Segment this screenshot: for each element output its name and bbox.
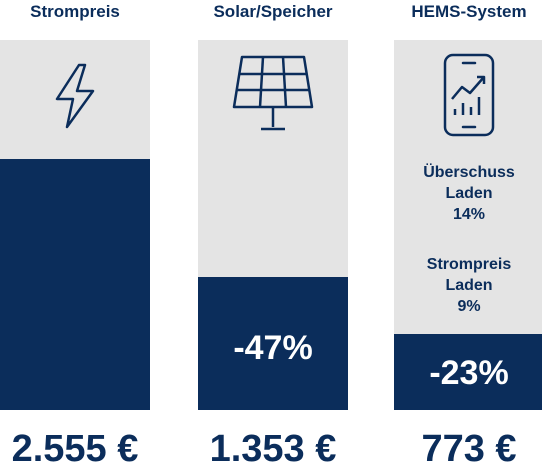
bar-background: -47%: [198, 40, 348, 410]
value-label: 773 €: [421, 428, 517, 470]
bar: -47%: [198, 277, 348, 410]
category-label: Strompreis: [30, 2, 120, 21]
note-line: Laden: [445, 277, 493, 294]
bar: -23%: [394, 334, 542, 410]
note-line: Laden: [445, 185, 493, 202]
note-line: Strompreis: [426, 256, 512, 273]
note-surplus: Überschuss Laden 14%: [394, 162, 542, 225]
category-label: HEMS-System: [411, 2, 527, 21]
bar-background: [0, 40, 150, 410]
category-label: Solar/Speicher: [213, 2, 333, 21]
solar-panel-icon: [198, 46, 348, 146]
bar-background: Überschuss Laden 14% Strompreis Laden 9%…: [394, 40, 542, 410]
reduction-label: -23%: [429, 354, 509, 392]
bar: [0, 159, 150, 410]
value-label: 2.555 €: [11, 428, 139, 470]
reduction-label: -47%: [233, 329, 313, 367]
value-label: 1.353 €: [209, 428, 337, 470]
note-line: Überschuss: [423, 164, 515, 181]
smartphone-chart-icon: [394, 46, 542, 146]
note-price: Strompreis Laden 9%: [394, 254, 542, 317]
lightning-icon: [0, 46, 150, 146]
note-value: 9%: [457, 298, 481, 315]
note-value: 14%: [452, 206, 486, 223]
